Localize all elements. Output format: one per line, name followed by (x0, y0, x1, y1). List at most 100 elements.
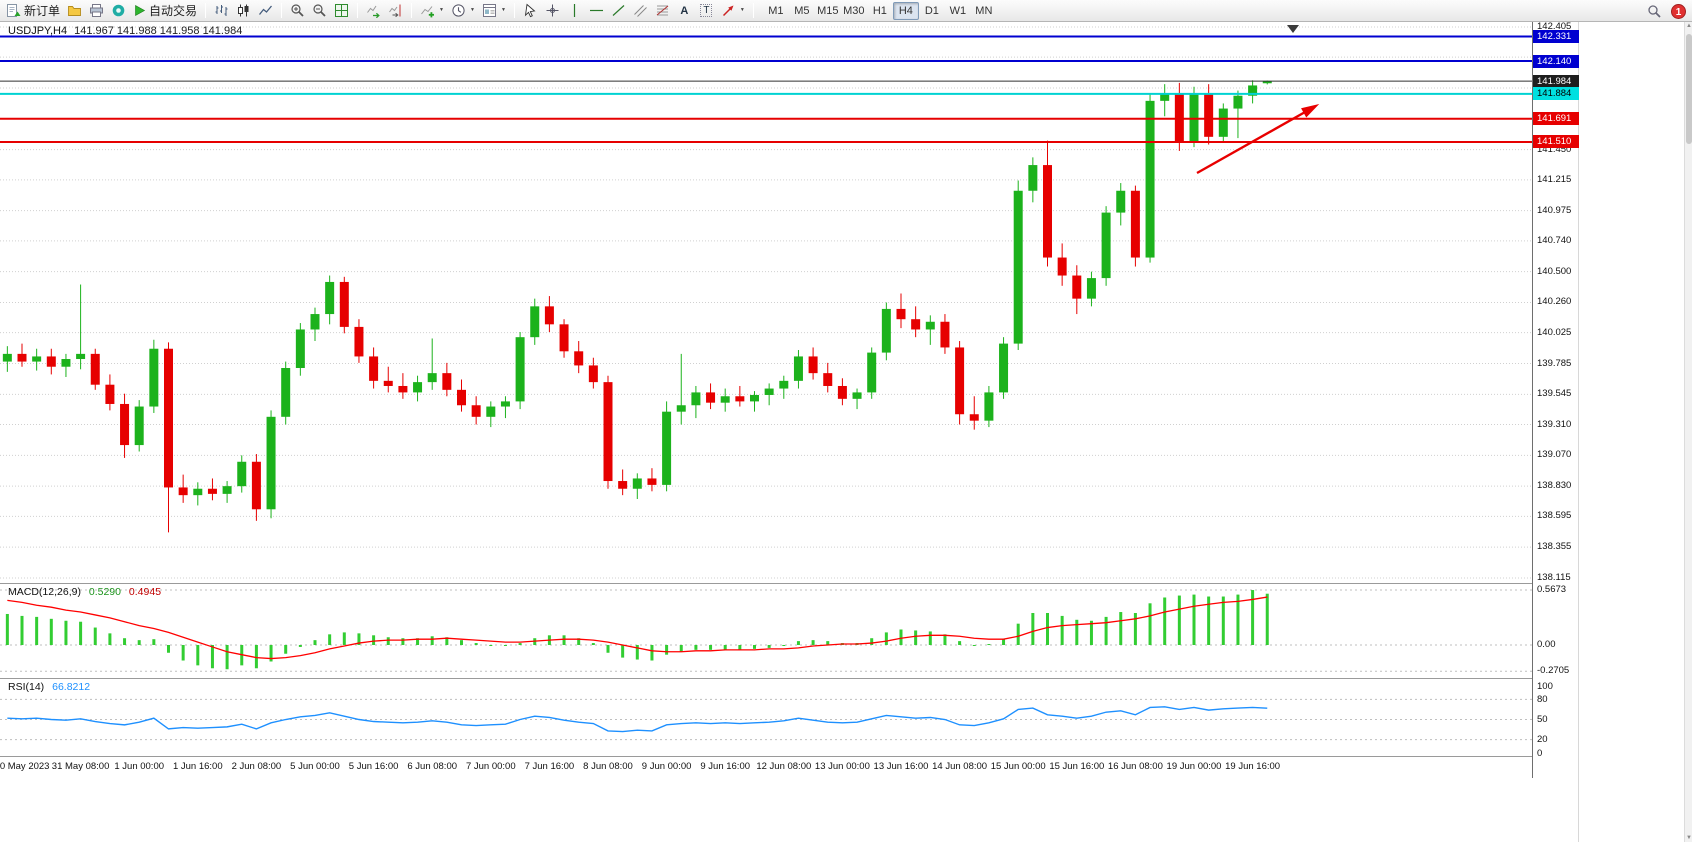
chart-shift-button[interactable] (385, 1, 406, 21)
macd-histogram-bar (1016, 623, 1020, 645)
ohlc-bars-icon (214, 3, 229, 18)
community-button[interactable] (108, 1, 129, 21)
timeframe-button-m15[interactable]: M15 (817, 4, 839, 17)
candlestick-chart-button[interactable] (233, 1, 254, 21)
macd-histogram-bar (123, 638, 127, 645)
vertical-line-icon (567, 3, 582, 18)
search-button[interactable] (1644, 1, 1665, 21)
macd-histogram-bar (943, 634, 947, 645)
crosshair-tool-button[interactable] (542, 1, 563, 21)
toolbar-separator (513, 3, 515, 18)
macd-histogram-bar (503, 645, 507, 646)
timeframe-button-h1[interactable]: H1 (872, 4, 887, 17)
macd-histogram-bar (313, 640, 317, 645)
timeframe-button-h4[interactable]: H4 (892, 1, 919, 20)
macd-histogram-bar (870, 638, 874, 645)
timeframe-button-m5[interactable]: M5 (794, 4, 810, 17)
candle-body (2, 353, 12, 362)
auto-scroll-icon (366, 3, 381, 18)
macd-histogram-bar (79, 621, 83, 645)
chart-shift-marker[interactable] (1287, 25, 1299, 33)
panel-separator[interactable] (0, 756, 1578, 757)
macd-histogram-bar (445, 637, 449, 645)
candle-body (17, 353, 27, 362)
time-axis[interactable]: 30 May 2023 31 May 08:00 1 Jun 00:00 1 Jun … (0, 757, 1532, 777)
chevron-down-icon: ▼ (500, 7, 506, 13)
trend-arrow-line[interactable] (1196, 105, 1315, 175)
vertical-line-tool-button[interactable] (564, 1, 585, 21)
price-axis[interactable]: 142.405 141.450 141.215 140.975 140.740 140.5… (1532, 21, 1579, 778)
print-button[interactable] (86, 1, 107, 21)
price-chart-canvas[interactable] (0, 22, 1532, 583)
auto-scroll-button[interactable] (363, 1, 384, 21)
profiles-button[interactable] (64, 1, 85, 21)
line-chart-button[interactable] (255, 1, 276, 21)
macd-histogram-bar (1104, 616, 1108, 645)
timeframe-button-m30[interactable]: M30 (843, 4, 865, 17)
horizontal-line-tool-button[interactable] (586, 1, 607, 21)
channel-tool-button[interactable] (630, 1, 651, 21)
candle-body (500, 401, 510, 407)
macd-histogram-bar (1002, 639, 1006, 645)
candle-body (32, 356, 42, 362)
macd-histogram-bar (796, 641, 800, 645)
timeframe-button-m1[interactable]: M1 (768, 4, 784, 17)
bar-chart-button[interactable] (211, 1, 232, 21)
price-tick-label: 140.025 (1537, 326, 1572, 338)
zoom-in-button[interactable] (287, 1, 308, 21)
panel-separator[interactable] (0, 678, 1578, 679)
timeframe-button-mn[interactable]: MN (975, 4, 993, 17)
macd-histogram-bar (826, 641, 830, 645)
timeframe-button-d1[interactable]: D1 (924, 4, 939, 17)
scrollbar-thumb[interactable] (1686, 34, 1692, 144)
rsi-indicator-canvas[interactable] (0, 679, 1532, 756)
templates-button[interactable]: ▼ (479, 1, 509, 21)
chevron-down-icon: ▼ (739, 7, 745, 13)
candle-body (1160, 93, 1170, 101)
macd-histogram-bar (20, 615, 24, 645)
new-order-button[interactable]: 新订单 (3, 1, 63, 21)
zoom-out-button[interactable] (309, 1, 330, 21)
arrows-tool-button[interactable]: ▼ (718, 1, 748, 21)
toolbar-separator (281, 3, 283, 18)
panel-separator[interactable] (0, 583, 1578, 584)
trendline-tool-button[interactable] (608, 1, 629, 21)
tile-windows-button[interactable] (331, 1, 352, 21)
cursor-tool-button[interactable] (520, 1, 541, 21)
trend-arrow-head[interactable] (1301, 104, 1320, 118)
macd-histogram-bar (753, 645, 756, 649)
time-axis-label: 14 Jun 08:00 (932, 761, 988, 772)
notification-badge[interactable]: 1 (1671, 3, 1686, 19)
macd-histogram-bar (1075, 619, 1079, 645)
vertical-scrollbar[interactable]: ▲ ▼ (1684, 22, 1692, 842)
macd-histogram-bar (1060, 615, 1064, 645)
line-chart-icon (258, 3, 273, 18)
candle-body (911, 319, 921, 330)
periods-button[interactable]: ▼ (448, 1, 478, 21)
timeframe-button-w1[interactable]: W1 (949, 4, 967, 17)
macd-title: MACD(12,26,9) (8, 586, 81, 598)
price-badge-141.510: 141.510 (1533, 135, 1579, 149)
candle-body (1101, 212, 1111, 279)
scroll-up-icon[interactable]: ▲ (1686, 23, 1692, 29)
new-order-label: 新订单 (24, 4, 61, 18)
time-axis-label: 7 Jun 16:00 (524, 761, 575, 772)
text-label-tool-button[interactable]: T (696, 1, 717, 21)
macd-scale-label: 0.00 (1537, 639, 1556, 650)
scroll-down-icon[interactable]: ▼ (1686, 835, 1692, 841)
fibonacci-tool-button[interactable] (652, 1, 673, 21)
macd-histogram-bar (108, 633, 112, 645)
candle-body (1013, 190, 1023, 344)
macd-indicator-canvas[interactable] (0, 584, 1532, 678)
macd-histogram-bar (958, 641, 962, 645)
indicators-button[interactable]: ▼ (417, 1, 447, 21)
autotrading-button[interactable]: 自动交易 (130, 1, 200, 21)
candle-body (1218, 108, 1228, 137)
text-tool-button[interactable]: A (674, 1, 695, 21)
time-axis-label: 6 Jun 08:00 (407, 761, 458, 772)
candle-body (1233, 95, 1243, 109)
rsi-scale-label: 80 (1537, 693, 1548, 705)
macd-histogram-bar (884, 632, 888, 645)
price-tick-label: 140.500 (1537, 265, 1572, 277)
